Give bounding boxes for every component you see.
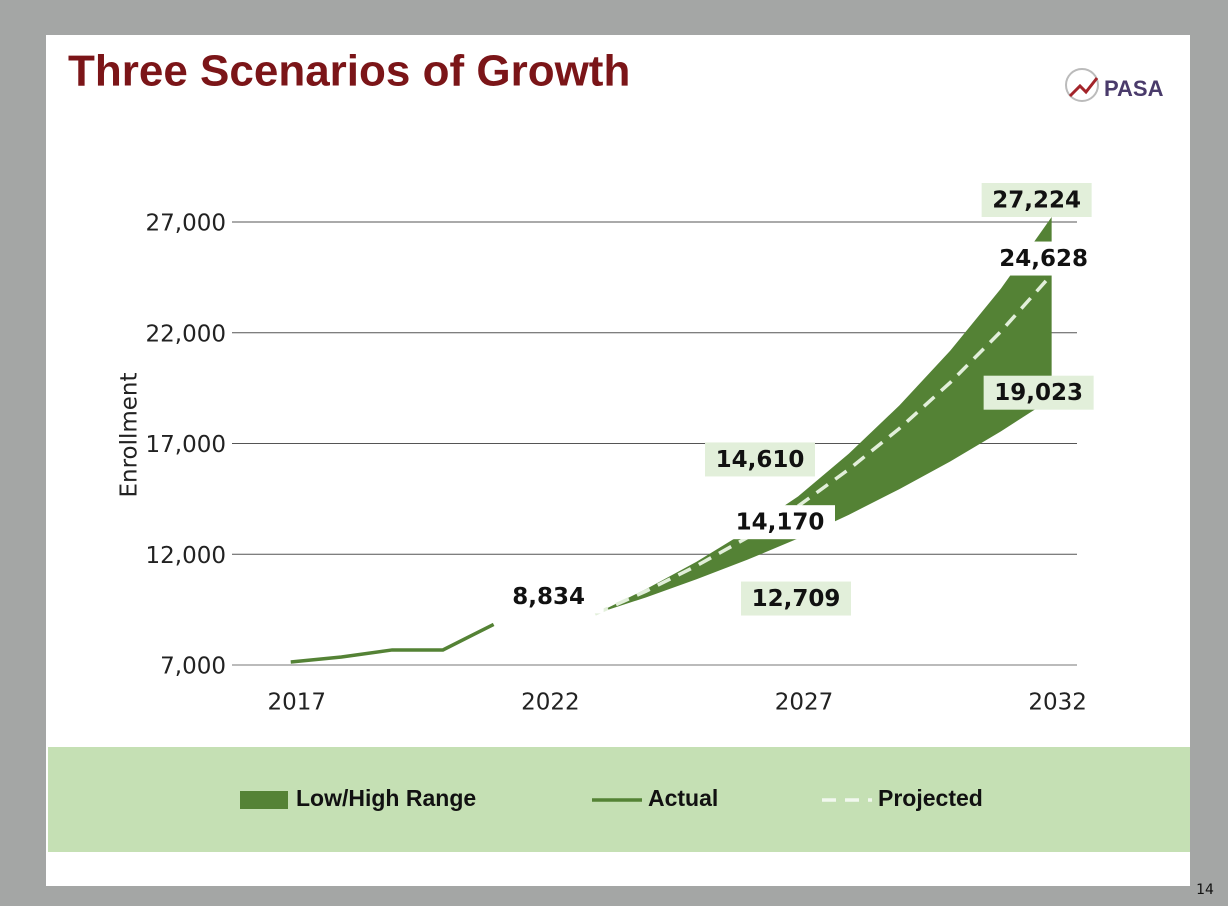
y-tick-label: 22,000 [146, 321, 226, 347]
actual-line [290, 622, 495, 664]
chart-title: Three Scenarios of Growth [68, 47, 630, 96]
data-label: 12,709 [752, 586, 841, 612]
x-tick-label: 2032 [1028, 690, 1087, 716]
data-label-box [981, 183, 1092, 217]
legend-label: Projected [878, 785, 983, 811]
data-label-box [988, 241, 1099, 276]
y-tick-label: 27,000 [146, 211, 226, 237]
y-tick-label: 17,000 [146, 432, 226, 458]
legend-label: Actual [648, 785, 718, 811]
data-label: 8,834 [512, 584, 585, 610]
y-tick-label: 7,000 [160, 654, 226, 680]
range-area [595, 217, 1052, 615]
y-axis-title: Enrollment [117, 372, 143, 497]
data-label-box [725, 505, 835, 540]
logo-icon [1065, 68, 1099, 102]
data-label-box [493, 579, 604, 614]
legend-label: Low/High Range [296, 785, 476, 811]
y-tick-label: 12,000 [146, 543, 226, 569]
data-label-box [983, 375, 1094, 410]
projected-line [594, 273, 1053, 616]
data-label: 27,224 [992, 188, 1081, 214]
data-label: 14,170 [736, 510, 825, 536]
x-tick-label: 2027 [775, 690, 834, 716]
data-label: 14,610 [716, 447, 805, 473]
logo-arrow [1068, 77, 1099, 98]
page-number: 14 [1196, 882, 1214, 898]
data-label: 19,023 [994, 380, 1083, 406]
data-label-box [741, 581, 851, 616]
data-label: 24,628 [999, 246, 1088, 272]
legend-swatch [240, 791, 288, 809]
logo-text: PASA [1104, 76, 1164, 101]
slide-panel [46, 35, 1190, 886]
x-tick-label: 2022 [521, 690, 580, 716]
logo: PASA [1065, 68, 1164, 102]
data-label-box [705, 442, 815, 477]
x-tick-label: 2017 [267, 690, 326, 716]
